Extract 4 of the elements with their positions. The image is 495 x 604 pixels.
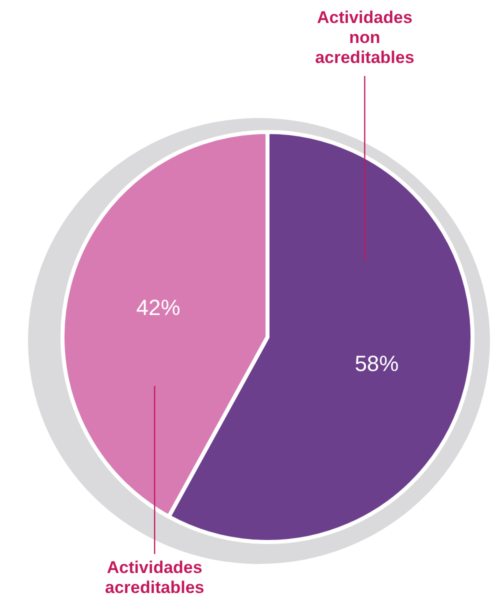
slice-label: Actividades non acreditables: [315, 8, 414, 68]
data-label: 42%: [136, 295, 180, 320]
slice-label: Actividades acreditables: [105, 558, 204, 598]
data-label: 58%: [354, 351, 399, 376]
